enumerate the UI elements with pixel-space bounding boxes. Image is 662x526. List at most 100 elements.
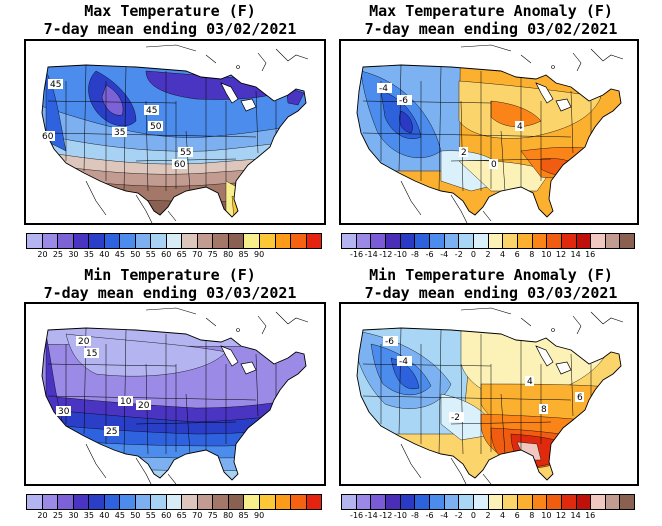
colorbar-swatch	[306, 495, 322, 509]
svg-text:8: 8	[541, 405, 547, 415]
colorbar-tick-label: 10	[541, 250, 552, 259]
colorbar-swatch	[135, 495, 152, 509]
colorbar-swatch	[576, 495, 592, 509]
contour-label: 20	[136, 400, 151, 411]
contour-label: 6	[575, 392, 584, 403]
colorbar-swatch	[27, 495, 43, 509]
contour-label: 50	[148, 121, 163, 132]
max-anomaly-colorbar	[341, 233, 635, 249]
min-temperature-anomaly-map: -6 -4 -2 4 6 8	[339, 302, 639, 486]
colorbar-swatch	[444, 234, 460, 248]
subtitle-line: 7-day mean ending 03/03/2021	[364, 284, 618, 302]
colorbar-swatch	[73, 495, 90, 509]
colorbar-tick-label: 85	[238, 250, 249, 259]
colorbar-swatch	[166, 495, 183, 509]
colorbar-swatch	[151, 495, 167, 509]
colorbar-swatch	[356, 495, 372, 509]
colorbar-swatch	[244, 234, 260, 248]
colorbar-tick-label: -12	[379, 250, 393, 259]
contour-label: 4	[525, 376, 534, 387]
svg-text:-4: -4	[379, 84, 388, 94]
colorbar-swatch	[182, 234, 198, 248]
colorbar-swatch	[27, 234, 43, 248]
colorbar-tick-label: 35	[83, 511, 94, 520]
svg-text:15: 15	[86, 349, 97, 359]
colorbar-tick-label: 8	[529, 250, 535, 259]
colorbar-tick-label: 80	[223, 511, 234, 520]
colorbar-swatch	[42, 234, 59, 248]
colorbar-swatch	[104, 234, 121, 248]
svg-text:4: 4	[517, 122, 523, 132]
colorbar-tick-label: 75	[207, 511, 218, 520]
svg-text:-2: -2	[451, 413, 460, 423]
colorbar-tick-label: 35	[83, 250, 94, 259]
colorbar-tick-label: 2	[485, 250, 491, 259]
colorbar-swatch	[473, 234, 489, 248]
map-svg: -4 -6 4 2 0	[341, 41, 637, 223]
colorbar-swatch	[532, 234, 548, 248]
colorbar-swatch	[503, 495, 518, 509]
colorbar-tick-label: 25	[52, 250, 64, 259]
contour-label: -4	[397, 356, 412, 367]
colorbar-swatch	[547, 495, 562, 509]
panel-title: Max Temperature Anomaly (F) 7-day mean e…	[336, 2, 646, 38]
colorbar-tick-label: 55	[145, 511, 156, 520]
panel-title: Min Temperature (F) 7-day mean ending 03…	[15, 266, 325, 302]
contour-label: 25	[104, 426, 119, 437]
colorbar-tick-label: -4	[440, 250, 449, 259]
colorbar-tick-label: -12	[379, 511, 393, 520]
title-line: Max Temperature Anomaly (F)	[369, 2, 613, 20]
colorbar-swatch	[415, 234, 430, 248]
colorbar-tick-label: 55	[145, 250, 156, 259]
colorbar-swatch	[385, 495, 401, 509]
svg-text:4: 4	[527, 377, 533, 387]
colorbar-tick-label: 40	[99, 250, 110, 259]
colorbar-swatch	[275, 495, 292, 509]
contour-label: 10	[118, 396, 133, 407]
colorbar-swatch	[561, 495, 577, 509]
colorbar-tick-label: 16	[585, 250, 596, 259]
svg-text:35: 35	[114, 128, 125, 138]
colorbar-swatch	[291, 495, 307, 509]
map-svg: -6 -4 -2 4 6 8	[341, 304, 637, 484]
colorbar-swatch	[213, 495, 229, 509]
colorbar-tick-label: -10	[393, 250, 407, 259]
subtitle-line: 7-day mean ending 03/03/2021	[43, 284, 297, 302]
colorbar-swatch	[151, 234, 167, 248]
colorbar-swatch	[620, 234, 635, 248]
colorbar-tick-label: 10	[541, 511, 552, 520]
colorbar-tick-label: 45	[114, 250, 125, 259]
colorbar-tick-label: 4	[500, 250, 506, 259]
colorbar-tick-label: 12	[555, 511, 567, 520]
colorbar-swatch	[228, 495, 245, 509]
map-svg: 20 15 10 20 30 25	[26, 304, 324, 484]
colorbar-tick-label: 90	[254, 250, 265, 259]
svg-text:6: 6	[577, 393, 583, 403]
colorbar-swatch	[415, 495, 430, 509]
colorbar-swatch	[620, 495, 635, 509]
colorbar-tick-label: 2	[485, 511, 491, 520]
contour-label: 8	[539, 404, 548, 415]
colorbar-swatch	[306, 234, 322, 248]
colorbar-tick-label: 60	[161, 250, 172, 259]
colorbar-tick-label: 45	[114, 511, 125, 520]
colorbar-swatch	[561, 234, 577, 248]
colorbar-swatch	[356, 234, 372, 248]
svg-text:0: 0	[491, 160, 497, 170]
colorbar-swatch	[42, 495, 59, 509]
svg-text:60: 60	[42, 132, 54, 142]
colorbar-swatch	[259, 495, 276, 509]
svg-text:45: 45	[146, 106, 157, 116]
colorbar-tick-label: -8	[411, 250, 419, 259]
colorbar-swatch	[275, 234, 292, 248]
svg-text:10: 10	[120, 397, 132, 407]
colorbar-swatch	[197, 234, 214, 248]
colorbar-swatch	[228, 234, 245, 248]
colorbar-tick-label: 70	[192, 511, 203, 520]
colorbar-swatch	[197, 495, 214, 509]
colorbar-swatch	[58, 495, 74, 509]
colorbar-tick-label: 20	[37, 250, 48, 259]
colorbar-tick-label: -6	[425, 250, 434, 259]
colorbar-tick-label: -14	[364, 511, 378, 520]
colorbar-tick-label: 80	[223, 250, 234, 259]
